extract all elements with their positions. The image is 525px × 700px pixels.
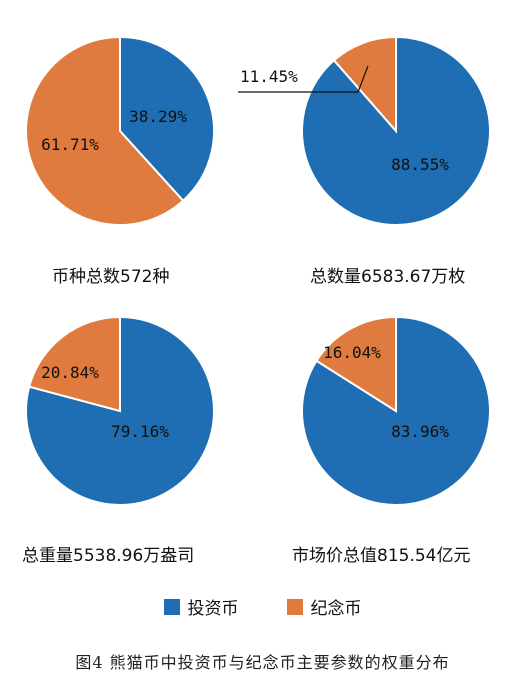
pie-3-slice-invest <box>25 315 215 506</box>
pie-3-caption: 总重量5538.96万盎司 <box>22 546 195 566</box>
pie-1-label-commem: 61.71% <box>41 135 99 154</box>
pie-2-caption: 总数量6583.67万枚 <box>310 267 466 287</box>
pie-1-label-invest: 38.29% <box>129 107 187 126</box>
pie-3-label-invest: 79.16% <box>111 422 169 441</box>
pie-1-slice-invest <box>119 35 215 203</box>
pie-3: 79.16% 20.84% <box>25 315 215 506</box>
legend-item-invest: 投资币 <box>163 594 239 619</box>
pie-4-caption: 市场价总值815.54亿元 <box>292 546 471 566</box>
pie-3-slice-commem <box>27 315 121 413</box>
legend-label-invest: 投资币 <box>187 599 239 619</box>
pie-4: 83.96% 16.04% <box>301 315 491 506</box>
legend-swatch-commem <box>286 598 303 615</box>
legend: 投资币 纪念币 <box>0 594 525 619</box>
pie-1-slice-commem <box>25 35 185 226</box>
pie-2: 88.55% 11.45% <box>238 35 491 226</box>
pie-2-label-invest: 88.55% <box>391 155 449 174</box>
pie-2-leader-line <box>238 65 369 93</box>
pie-2-label-commem: 11.45% <box>240 67 298 86</box>
pie-2-slice-commem <box>332 35 397 134</box>
pie-4-label-invest: 83.96% <box>391 422 449 441</box>
legend-item-commem: 纪念币 <box>286 594 362 619</box>
pie-1-caption: 币种总数572种 <box>52 267 170 287</box>
pie-4-label-commem: 16.04% <box>323 343 381 362</box>
figure-title: 图4 熊猫币中投资币与纪念币主要参数的权重分布 <box>75 653 450 672</box>
pie-3-label-commem: 20.84% <box>41 363 99 382</box>
pie-1: 38.29% 61.71% <box>25 35 215 226</box>
legend-swatch-invest <box>163 598 180 615</box>
pie-4-slice-commem <box>315 315 397 413</box>
legend-label-commem: 纪念币 <box>310 599 362 619</box>
